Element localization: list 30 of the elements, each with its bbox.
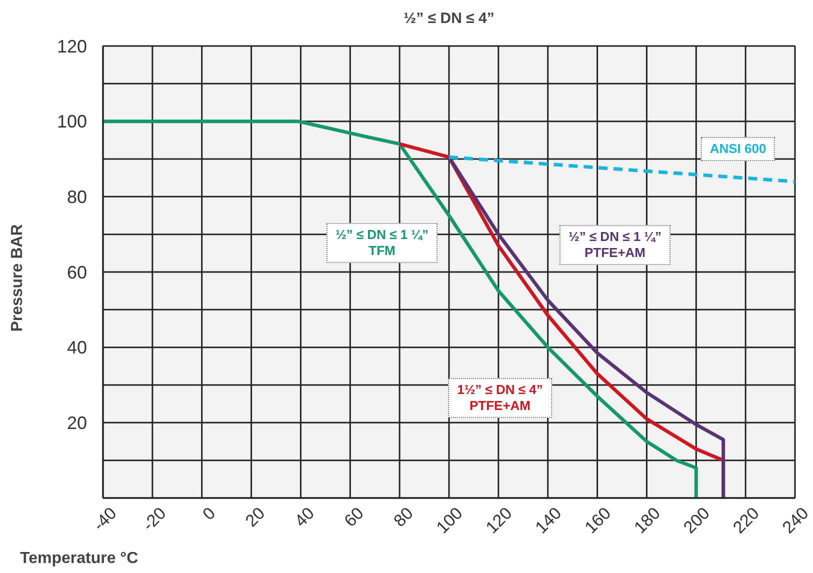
series-label: ½” ≤ DN ≤ 1 ¼” TFM (326, 223, 438, 263)
y-axis-title: Pressure BAR (9, 224, 27, 332)
series-label: ANSI 600 (700, 137, 776, 161)
text: ½” ≤ DN ≤ 1 ¼” PTFE+AM (559, 225, 671, 265)
x-tick-label: 60 (340, 504, 368, 531)
x-tick-label: 200 (680, 504, 714, 538)
y-tick-label: 120 (56, 36, 87, 56)
x-tick-label: 80 (390, 504, 417, 531)
x-tick-label: 180 (630, 504, 664, 538)
x-tick-label: 140 (532, 504, 566, 538)
chart-title: ½” ≤ DN ≤ 4” (402, 10, 496, 27)
line-series (447, 155, 726, 498)
y-tick-label: 80 (66, 187, 87, 208)
x-tick-label: 220 (729, 504, 763, 538)
x-tick-label: 40 (291, 504, 318, 531)
x-tick-label: -40 (90, 504, 120, 535)
text: 1½” ≤ DN ≤ 4” PTFE+AM (448, 378, 552, 418)
line-series (103, 120, 698, 498)
x-tick-label: 100 (432, 504, 466, 538)
x-tick-label: 0 (199, 504, 220, 524)
y-tick-label: 40 (66, 338, 87, 358)
x-tick-label: -20 (138, 504, 170, 535)
x-axis-title: Temperature °C (20, 550, 138, 568)
x-tick-label: 240 (778, 504, 812, 538)
y-tick-label: 20 (66, 413, 87, 434)
x-tick-label: 160 (581, 504, 615, 538)
y-tick-label: 100 (56, 112, 87, 132)
x-tick-label: 20 (242, 504, 269, 531)
y-tick-label: 60 (66, 262, 87, 282)
x-tick-label: 120 (482, 504, 516, 538)
